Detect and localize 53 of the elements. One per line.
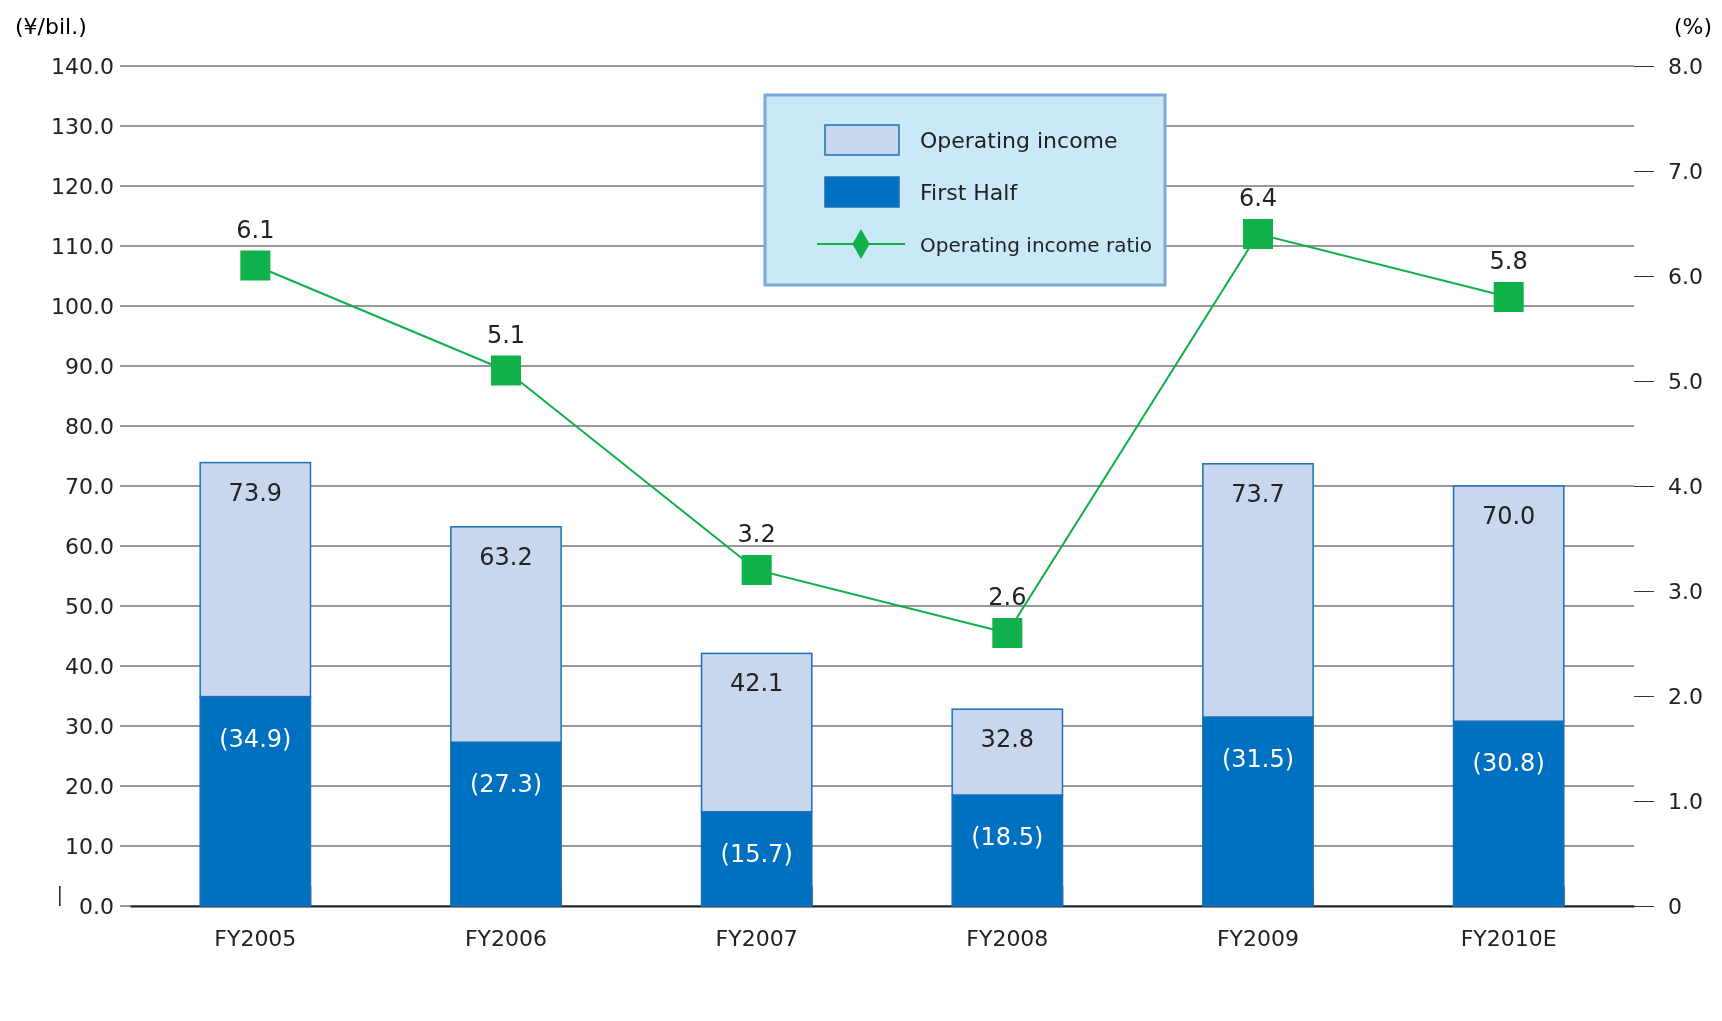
y-tick-label: 10.0 [65, 833, 114, 859]
total-label: 32.8 [980, 725, 1035, 754]
y2-tick-label: 6.0 [1668, 263, 1703, 289]
y-tick-label: 30.0 [65, 713, 114, 739]
data-label: 5.1 [486, 320, 526, 349]
y2-axis-title: (%) [1673, 14, 1712, 39]
x-tick-label: FY2007 [715, 925, 798, 951]
legend-label: Operating income ratio [920, 233, 1153, 257]
y2-tick-label: 2.0 [1668, 683, 1703, 709]
data-label: 6.1 [236, 215, 275, 244]
data-label: (30.8) [1472, 749, 1545, 778]
data-label: (27.3) [469, 770, 543, 799]
x-tick-label: FY2008 [966, 925, 1049, 951]
y-tick-label: 100.0 [51, 293, 114, 319]
y-axis-title: (¥/bil.) [15, 14, 87, 39]
total-label: 42.1 [729, 669, 784, 698]
y-tick-label: 60.0 [65, 533, 114, 559]
data-label: 5.8 [1489, 247, 1528, 275]
y2-tick-label: 4.0 [1668, 473, 1703, 499]
data-label: (31.5) [1221, 745, 1295, 773]
legend-label: First Half [920, 180, 1019, 205]
y-tick-label: 140.0 [51, 53, 114, 79]
total-label: 73.7 [1231, 479, 1285, 508]
y2-tick-label: 7.0 [1668, 158, 1703, 184]
x-tick-label: FY2009 [1216, 925, 1300, 951]
x-tick-label: FY2006 [464, 925, 548, 951]
y2-tick-label: 5.0 [1668, 368, 1703, 394]
total-label: 70.0 [1481, 502, 1536, 530]
total-label: 63.2 [479, 542, 533, 571]
y-tick-label: 20.0 [65, 773, 114, 799]
y-tick-label: 40.0 [65, 653, 114, 679]
y2-tick-label: 0 [1668, 893, 1682, 919]
data-label: 2.6 [988, 583, 1027, 611]
y-tick-label: 130.0 [51, 113, 114, 139]
data-label: (34.9) [219, 724, 292, 753]
data-label: (18.5) [971, 823, 1044, 851]
y-tick-label: 120.0 [51, 173, 114, 199]
y-tick-label: 70.0 [65, 473, 114, 499]
y-tick-label: 110.0 [51, 233, 114, 259]
total-label: 73.9 [228, 478, 283, 507]
data-label: 6.4 [1238, 184, 1278, 212]
x-tick-label: FY2010E [1460, 925, 1557, 951]
y2-tick-label: 1.0 [1668, 788, 1703, 814]
y-tick-label: 0.0 [79, 893, 114, 919]
y-tick-label: 80.0 [65, 413, 114, 439]
x-tick-label: FY2005 [214, 925, 297, 951]
data-label: 3.2 [737, 520, 776, 548]
legend-label: Operating income [920, 128, 1118, 153]
y-tick-label: 50.0 [65, 593, 114, 619]
y-tick-label: 90.0 [65, 353, 114, 379]
y2-tick-label: 3.0 [1668, 578, 1703, 604]
data-label: (15.7) [720, 839, 793, 868]
y2-tick-label: 8.0 [1668, 53, 1703, 79]
